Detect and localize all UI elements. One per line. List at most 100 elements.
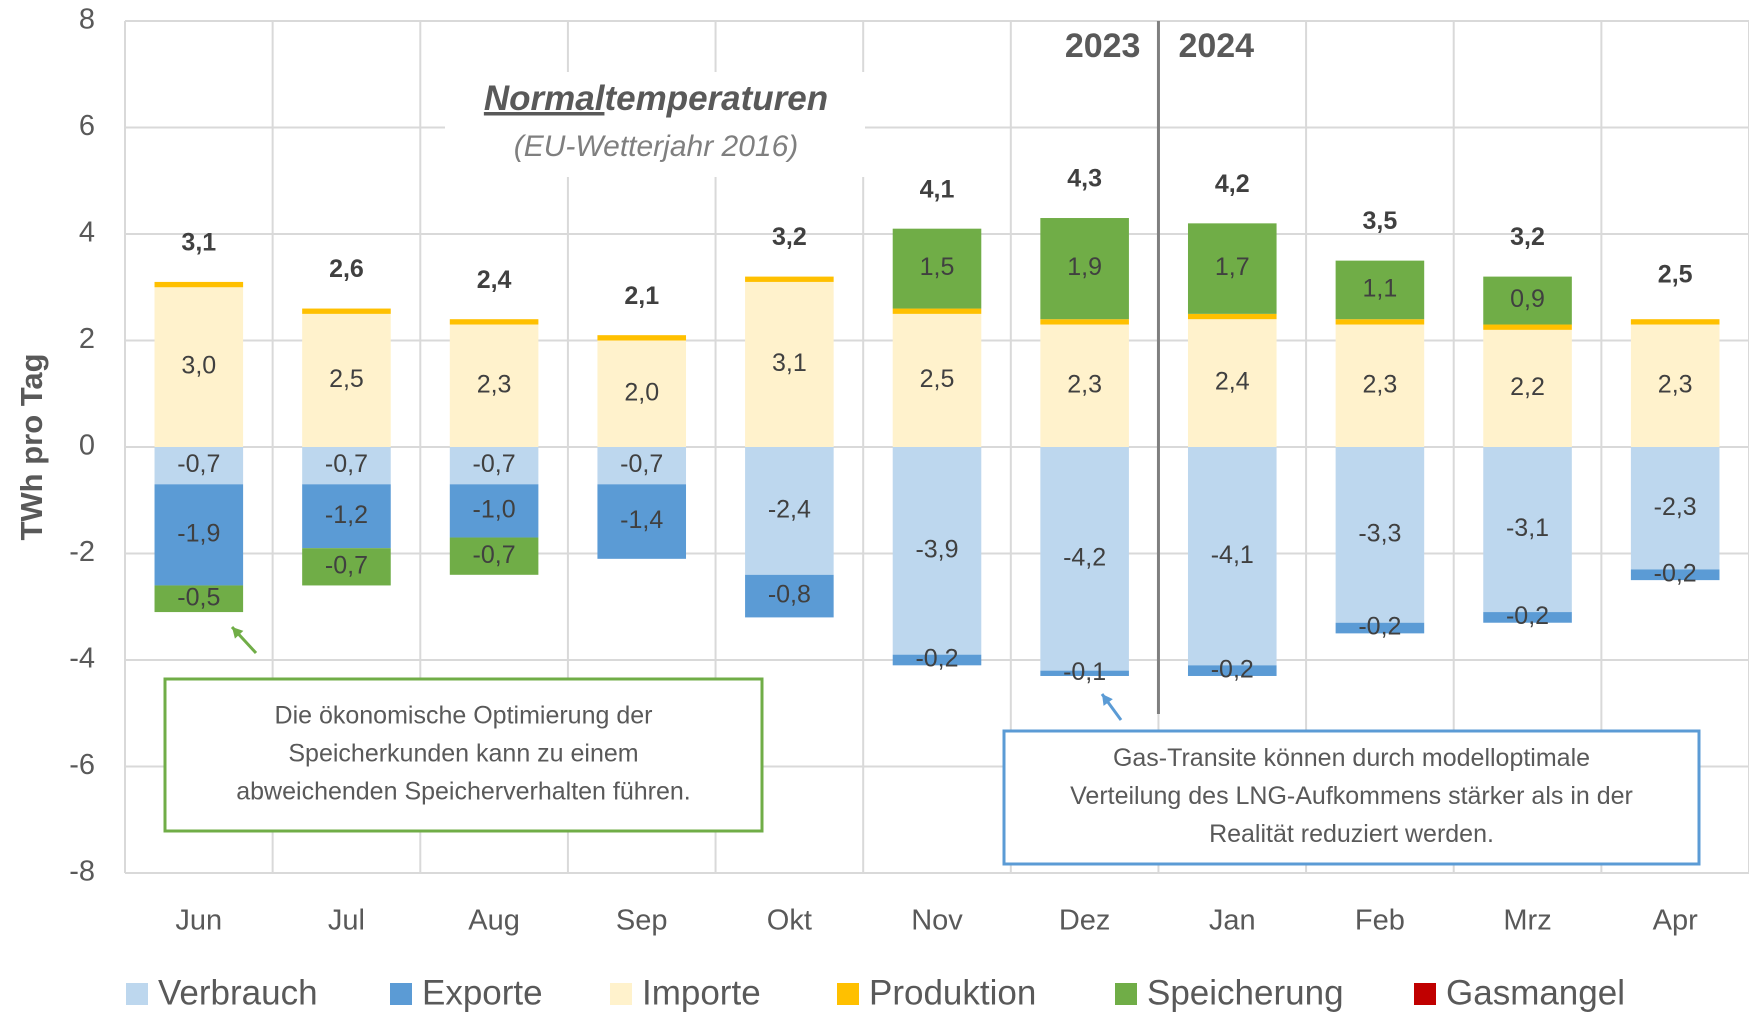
data-label: -0,7 — [620, 450, 663, 478]
bar-segment — [1335, 622, 1425, 634]
legend-label: Gasmangel — [1446, 973, 1625, 1012]
legend-label: Importe — [642, 973, 761, 1012]
year-label: 2023 — [1065, 27, 1141, 65]
data-label: -0,8 — [768, 581, 811, 609]
data-label: 1,5 — [920, 253, 955, 281]
legend-swatch — [837, 983, 859, 1005]
x-tick-label: Aug — [468, 905, 520, 937]
bar-segment — [302, 484, 391, 549]
y-tick-label: 8 — [79, 4, 95, 36]
x-tick-label: Jan — [1209, 905, 1256, 937]
bar-segment — [449, 537, 539, 575]
bar-segment — [745, 574, 834, 618]
data-label: 2,3 — [1658, 370, 1693, 398]
total-label: 3,1 — [181, 229, 216, 257]
data-label: -0,1 — [1063, 658, 1106, 686]
y-tick-label: 6 — [79, 110, 95, 142]
bar-segment — [745, 447, 834, 575]
data-label: -3,1 — [1506, 514, 1549, 542]
heading: Normaltemperaturen — [484, 79, 828, 118]
bar-segment — [745, 281, 834, 447]
bar-segment — [1040, 218, 1129, 320]
data-label: -0,7 — [325, 551, 368, 579]
total-label: 4,1 — [920, 175, 955, 203]
bar-segment — [1040, 319, 1129, 325]
bar-segment — [892, 313, 982, 447]
heading-background — [445, 72, 865, 177]
bar-segment — [1187, 665, 1277, 676]
bar-segment — [154, 447, 244, 485]
bar-segment — [892, 308, 982, 314]
bar-segment — [1335, 260, 1425, 320]
bar-segment — [154, 281, 244, 288]
total-label: 2,6 — [329, 255, 364, 283]
total-label: 4,2 — [1215, 170, 1250, 198]
legend-swatch — [1115, 983, 1137, 1005]
callout-text: Die ökonomische Optimierung der — [275, 702, 653, 730]
legend-swatch — [1414, 983, 1436, 1005]
bar-segment — [892, 447, 982, 655]
bar-segment — [1630, 447, 1720, 570]
data-label: -2,3 — [1654, 493, 1697, 521]
bar-segment — [597, 447, 687, 485]
heading-part: Normal — [484, 79, 606, 118]
callout-text: Verteilung des LNG-Aufkommens stärker al… — [1070, 782, 1633, 810]
bar-segment — [302, 548, 391, 586]
total-label: 2,1 — [624, 282, 659, 310]
bar-segment — [154, 585, 244, 613]
y-tick-label: 4 — [79, 217, 95, 249]
callout-arrowhead — [1102, 694, 1113, 706]
data-label: -1,2 — [325, 501, 368, 529]
callout-text: Realität reduziert werden. — [1209, 820, 1494, 848]
callout-text: abweichenden Speicherverhalten führen. — [236, 778, 690, 806]
data-label: -3,3 — [1358, 519, 1401, 547]
y-tick-label: 0 — [79, 430, 95, 462]
bar-segment — [1335, 324, 1425, 447]
bar-segment — [302, 447, 391, 485]
callout-box — [163, 677, 764, 833]
x-tick-label: Apr — [1653, 905, 1698, 937]
bar-segment — [1187, 447, 1277, 666]
data-label: 2,5 — [920, 365, 955, 393]
legend-swatch — [390, 983, 412, 1005]
total-label: 4,3 — [1067, 165, 1102, 193]
data-label: 0,9 — [1510, 285, 1545, 313]
data-label: 1,7 — [1215, 253, 1250, 281]
y-tick-label: -6 — [69, 749, 95, 781]
bar-segment — [892, 228, 982, 309]
bar-segment — [1630, 324, 1720, 447]
data-label: 2,3 — [1067, 370, 1102, 398]
data-label: -0,2 — [1506, 602, 1549, 630]
total-label: 3,2 — [1510, 223, 1545, 251]
data-label: -0,2 — [1654, 559, 1697, 587]
bar-segment — [597, 335, 687, 341]
data-label: 2,4 — [1215, 368, 1250, 396]
x-tick-label: Dez — [1059, 905, 1111, 937]
subheading: (EU-Wetterjahr 2016) — [514, 130, 799, 163]
data-label: -0,7 — [473, 541, 516, 569]
y-tick-label: -2 — [69, 536, 95, 568]
x-tick-label: Feb — [1355, 905, 1405, 937]
bar-segment — [1483, 329, 1572, 447]
bar-segment — [1335, 447, 1425, 623]
data-label: -1,4 — [620, 506, 663, 534]
bar-segment — [1335, 319, 1425, 325]
data-label: -0,2 — [1358, 613, 1401, 641]
data-label: -0,5 — [177, 583, 220, 611]
bar-segment — [745, 276, 834, 282]
bar-segment — [449, 319, 539, 325]
bar-segment — [597, 340, 687, 447]
bar-segment — [1040, 670, 1129, 676]
bar-segment — [1187, 223, 1277, 314]
legend-label: Speicherung — [1147, 973, 1344, 1012]
bar-segment — [302, 308, 391, 314]
bar-segment — [449, 447, 539, 485]
y-tick-label: -8 — [69, 856, 95, 888]
legend-label: Exporte — [422, 973, 543, 1012]
data-label: -0,7 — [177, 450, 220, 478]
data-label: 1,1 — [1363, 275, 1398, 303]
callout-arrowhead — [232, 627, 244, 639]
data-label: -2,4 — [768, 496, 811, 524]
bar-segment — [449, 484, 539, 538]
